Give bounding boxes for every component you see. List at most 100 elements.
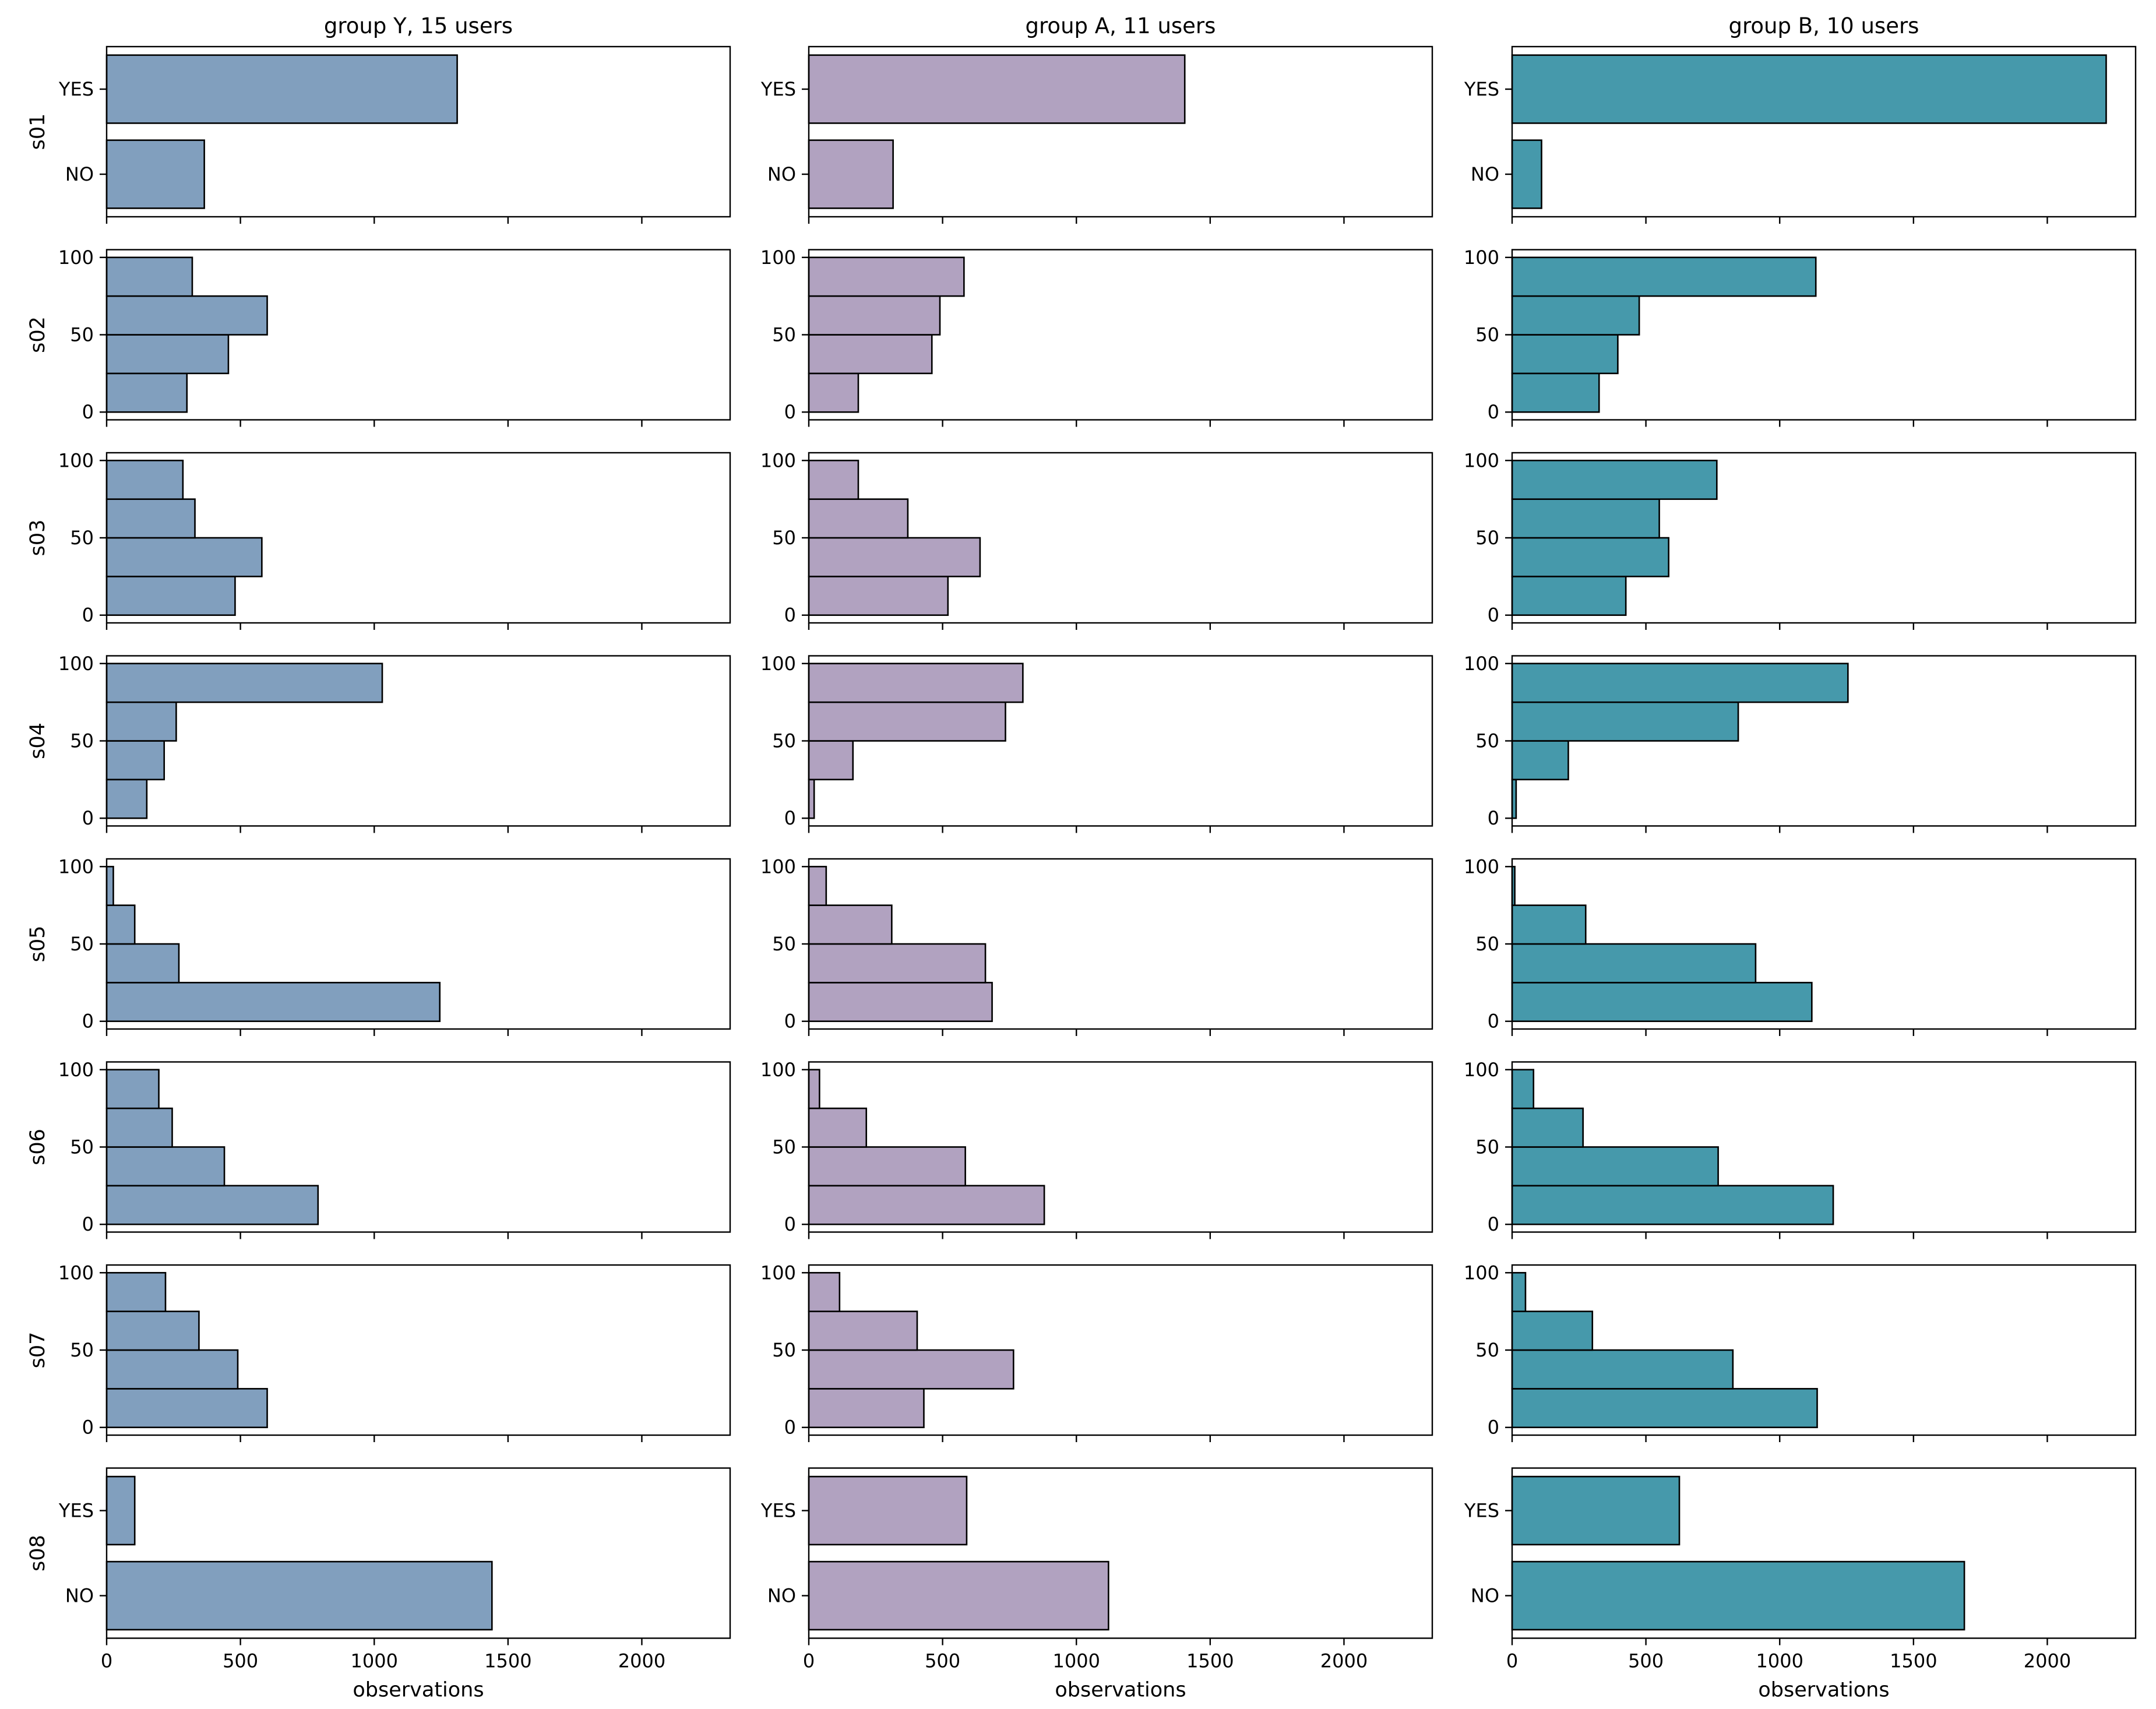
ytick-label: 50 <box>1475 1339 1499 1361</box>
row-label-s08: s08 <box>26 1535 50 1571</box>
bar-s03-g1-bin-50-75 <box>105 498 196 539</box>
bar-s08-g3-yes <box>1511 1475 1681 1546</box>
ytick-label: 100 <box>58 246 94 269</box>
bar-s01-g1-no <box>105 139 205 209</box>
bar-s05-g1-bin-75-100 <box>105 865 114 906</box>
xtick-label: 0 <box>1506 1650 1518 1672</box>
panel-s02-group-1: 0 50 100 <box>58 246 731 427</box>
xtick-label: 1500 <box>1186 1650 1234 1672</box>
bar-s05-g3-bin-0-25 <box>1511 982 1813 1023</box>
ytick-label: 50 <box>1475 527 1499 549</box>
panel-frame <box>105 1061 731 1233</box>
panel-frame <box>1511 452 2137 624</box>
bar-s07-g1-bin-0-25 <box>105 1388 268 1429</box>
bar-s01-g1-yes <box>105 54 458 124</box>
bar-s06-g1-bin-0-25 <box>105 1185 319 1225</box>
ytick-label: NO <box>1471 1585 1499 1607</box>
ytick-label: 50 <box>1475 1136 1499 1158</box>
panel-frame <box>1511 655 2137 827</box>
bar-s06-g3-bin-50-75 <box>1511 1107 1584 1148</box>
ytick-label: 0 <box>82 1416 94 1439</box>
xtick-label: 0 <box>803 1650 815 1672</box>
xtick-label: 1500 <box>1890 1650 1937 1672</box>
panel-frame <box>808 1467 1433 1639</box>
panel-frame <box>808 1061 1433 1233</box>
row-label-s06: s06 <box>26 1129 50 1165</box>
ytick-label: 100 <box>760 1262 796 1284</box>
ytick-label: 0 <box>1488 1010 1499 1033</box>
ytick-label: 50 <box>772 933 796 955</box>
ytick-label: 50 <box>70 933 94 955</box>
bar-s04-g3-bin-25-50 <box>1511 740 1569 781</box>
ytick-label: 0 <box>1488 401 1499 423</box>
ytick-label: 100 <box>1464 1059 1499 1081</box>
bar-s05-g3-bin-25-50 <box>1511 943 1757 984</box>
panel-s08-group-2: NO YES 0 500 1000 1500 2000 observations <box>760 1467 1433 1702</box>
bar-s08-g2-no <box>808 1560 1109 1631</box>
bar-s02-g2-bin-0-25 <box>808 372 859 413</box>
panel-frame <box>1511 1264 2137 1436</box>
panel-s04-group-3: 0 50 100 <box>1464 653 2137 833</box>
ytick-label: 50 <box>70 527 94 549</box>
panel-s01-group-1: NO YES <box>58 45 731 224</box>
ytick-label: 0 <box>784 1416 796 1439</box>
ytick-label: 0 <box>82 807 94 829</box>
ytick-label: YES <box>1464 1500 1499 1522</box>
bar-s04-g2-bin-0-25 <box>808 778 815 819</box>
ytick-label: 0 <box>784 807 796 829</box>
xtick-label: 1500 <box>484 1650 531 1672</box>
ytick-label: 50 <box>1475 933 1499 955</box>
panel-frame <box>1511 858 2137 1030</box>
panel-s01-group-2: NO YES <box>760 45 1433 224</box>
row-label-s05: s05 <box>26 926 50 963</box>
panel-s04-group-1: 0 50 100 <box>58 653 731 833</box>
column-title-1: group Y, 15 users <box>324 13 513 38</box>
ytick-label: 100 <box>58 449 94 471</box>
bar-s02-g2-bin-50-75 <box>808 295 941 336</box>
ytick-label: 100 <box>760 653 796 675</box>
panel-frame <box>1511 1061 2137 1233</box>
panel-frame <box>808 45 1433 218</box>
ytick-label: 50 <box>1475 324 1499 346</box>
bar-s03-g3-bin-25-50 <box>1511 537 1669 577</box>
panel-frame <box>1511 1467 2137 1639</box>
ytick-label: 100 <box>1464 246 1499 269</box>
ytick-label: 100 <box>1464 1262 1499 1284</box>
ytick-label: 100 <box>1464 855 1499 878</box>
panel-s07-group-2: 0 50 100 <box>760 1262 1433 1442</box>
panel-frame <box>105 858 731 1030</box>
row-label-s07: s07 <box>26 1332 50 1369</box>
xtick-label: 2000 <box>1320 1650 1368 1672</box>
panel-s08-group-3: NO YES 0 500 1000 1500 2000 observations <box>1464 1467 2137 1702</box>
ytick-label: 50 <box>1475 730 1499 752</box>
ytick-label: 100 <box>1464 449 1499 471</box>
panel-frame <box>808 858 1433 1030</box>
bar-s03-g1-bin-25-50 <box>105 537 263 577</box>
bar-s06-g2-bin-25-50 <box>808 1146 966 1187</box>
ytick-label: 0 <box>82 1010 94 1033</box>
panel-s06-group-1: 0 50 100 <box>58 1059 731 1239</box>
row-label-s03: s03 <box>26 520 50 556</box>
panel-frame <box>105 452 731 624</box>
bar-s07-g2-bin-0-25 <box>808 1388 925 1429</box>
ytick-label: YES <box>1464 78 1499 100</box>
bar-s05-g3-bin-50-75 <box>1511 904 1587 945</box>
ytick-label: YES <box>760 1500 796 1522</box>
ytick-label: 50 <box>772 1136 796 1158</box>
bar-s06-g3-bin-25-50 <box>1511 1146 1719 1187</box>
bar-s03-g3-bin-50-75 <box>1511 498 1660 539</box>
column-title-2: group A, 11 users <box>1026 13 1216 38</box>
panel-s06-group-3: 0 50 100 <box>1464 1059 2137 1239</box>
xtick-label: 2000 <box>618 1650 665 1672</box>
bar-s01-g3-no <box>1511 139 1542 209</box>
ytick-label: 50 <box>70 1339 94 1361</box>
bar-s06-g2-bin-75-100 <box>808 1069 820 1109</box>
ytick-label: 0 <box>1488 1213 1499 1235</box>
ytick-label: 0 <box>784 1010 796 1033</box>
bar-s02-g2-bin-25-50 <box>808 334 933 375</box>
ytick-label: YES <box>58 1500 94 1522</box>
panel-frame <box>105 1264 731 1436</box>
bar-s04-g1-bin-0-25 <box>105 778 148 819</box>
ytick-label: 100 <box>760 449 796 471</box>
